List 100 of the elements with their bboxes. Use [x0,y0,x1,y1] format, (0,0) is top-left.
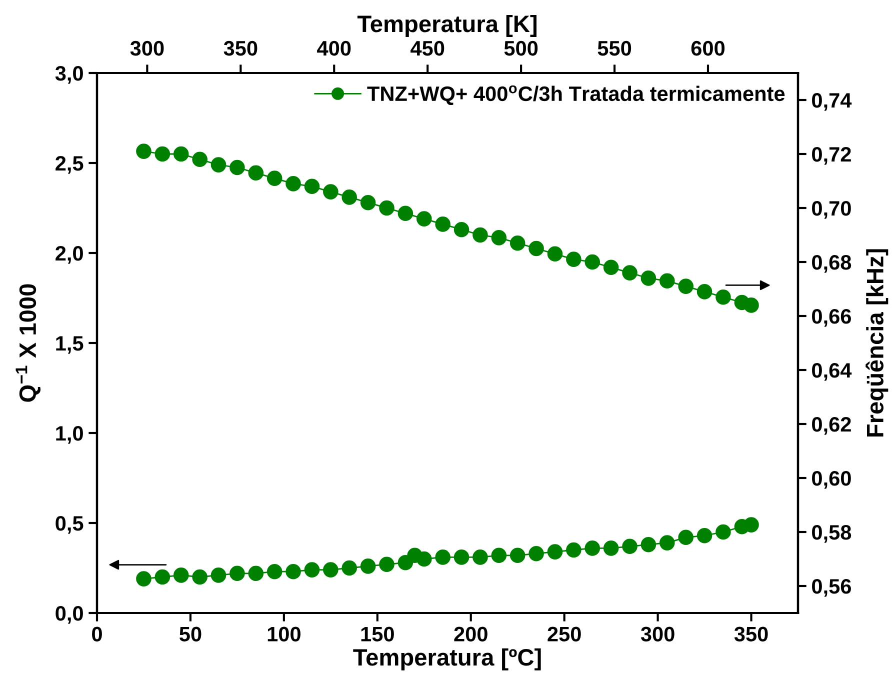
point [266,170,282,186]
point [547,246,563,262]
point [696,528,712,544]
point [528,240,544,256]
point [248,566,264,582]
point [416,211,432,226]
point [435,216,450,232]
point [210,568,226,583]
y2-tick-label: 0,62 [812,417,851,435]
x-tick-label: 0 [92,626,102,642]
x-tick-label: 350 [734,626,768,642]
y-tick-label: 3,0 [55,66,83,84]
point [528,546,544,562]
y-tick-label: 2,0 [56,246,83,264]
point [398,206,414,222]
point [640,270,656,286]
point [360,194,376,210]
y-tick-label: 0,0 [56,606,83,624]
x2-tick-label: 350 [224,40,258,56]
x-tick-label: 300 [640,626,674,642]
point [640,536,656,552]
point [266,564,282,580]
y-tick-label: 1,5 [56,336,84,354]
x-tick-label: 150 [361,626,394,642]
point [379,200,394,216]
point [230,566,245,582]
y2-tick-label: 0,68 [812,255,852,273]
point [622,538,638,554]
y2-tick-label: 0,74 [812,93,852,111]
point [360,558,376,574]
y2-tick-label: 0,58 [812,525,852,543]
point [435,550,450,565]
point [584,254,600,270]
y-tick-label: 1,0 [56,426,83,444]
point [510,548,526,564]
point [379,556,394,572]
point [210,157,226,172]
x-tick-label: 200 [454,626,488,642]
point [173,568,189,583]
y2-tick-label: 0,64 [812,363,852,381]
point [660,273,675,289]
x2-tick-label: 500 [504,40,538,56]
point [136,144,152,159]
point [472,550,488,565]
point [566,542,582,558]
y2-tick-label: 0,70 [812,201,851,219]
point [248,165,264,181]
point [286,176,301,192]
point [154,569,170,585]
point [154,146,170,162]
point [304,562,320,578]
x2-tick-label: 450 [410,40,444,56]
y2-tick-label: 0,66 [812,309,851,327]
point [491,230,507,246]
point [716,524,731,540]
point [584,540,600,556]
point [603,540,619,556]
y2-axis-title: Freqüência [kHz] [866,249,888,437]
point [491,548,507,564]
point [566,252,582,267]
point [603,260,619,276]
point [342,560,357,576]
x2-axis-title: Temperatura [K] [357,14,536,37]
point [678,278,694,294]
y-axis-title: Q$^{−1}$ X 1000 [16,284,40,402]
point [323,562,338,578]
x2-tick-label: 600 [691,40,725,56]
y2-tick-label: 0,72 [812,147,851,165]
point [660,535,675,550]
point [454,222,470,238]
point [472,227,488,243]
point [416,551,432,567]
y-tick-label: 2,5 [56,156,84,174]
x2-tick-label: 550 [598,40,632,56]
point [744,517,759,532]
point [678,530,694,546]
x-tick-label: 50 [180,626,202,642]
point [136,571,152,586]
x2-tick-label: 400 [317,40,351,56]
x-axis-title: Temperatura [ºC] [353,648,541,670]
point [744,298,759,313]
y-tick-label: 0,5 [56,516,84,534]
x2-tick-label: 300 [130,40,164,56]
x-tick-label: 100 [268,626,300,642]
point [323,184,338,200]
point [510,235,526,251]
point [696,284,712,300]
y2-tick-label: 0,56 [812,579,851,597]
point [173,146,189,162]
point [716,289,731,305]
point [286,564,301,580]
point [547,544,563,560]
point [192,152,208,168]
point [304,178,320,194]
point [622,265,638,280]
legend-label: TNZ+WQ+ 400$^{o}$C/3h Tratada termicamente [367,85,785,105]
point [342,190,357,205]
point [230,160,245,176]
y2-tick-label: 0,60 [812,471,851,489]
point [192,569,208,585]
